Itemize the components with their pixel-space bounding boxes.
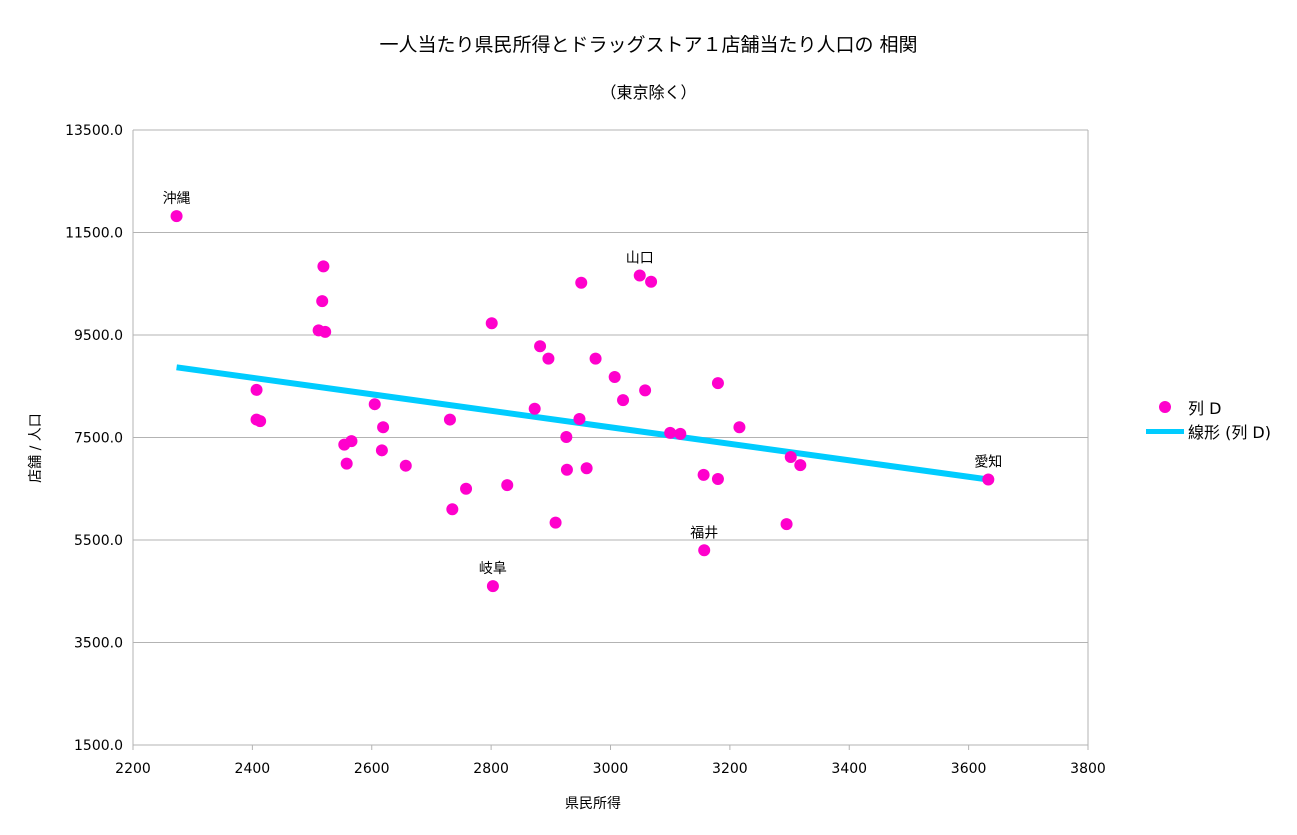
data-point[interactable] [664, 426, 677, 439]
data-point[interactable] [377, 421, 390, 434]
data-point[interactable] [697, 468, 710, 481]
data-point[interactable] [589, 352, 602, 365]
x-tick-labels: 2200 2400 2600 2800 3000 3200 3400 3600 3800 [115, 761, 1106, 777]
data-point[interactable] [399, 459, 412, 472]
data-point[interactable] [528, 402, 541, 415]
x-tick-label: 2200 [115, 761, 151, 777]
data-point[interactable] [560, 463, 573, 476]
legend: 列 D 線形 (列 D) [1143, 395, 1271, 443]
x-tick-label: 3000 [593, 761, 629, 777]
data-point[interactable] [542, 352, 555, 365]
data-point[interactable] [560, 430, 573, 443]
data-point[interactable] [170, 210, 183, 223]
data-point[interactable] [617, 394, 630, 407]
x-tick-label: 3600 [951, 761, 987, 777]
data-point[interactable] [608, 371, 621, 384]
data-point-label: 愛知 [974, 454, 1002, 471]
data-point[interactable] [340, 457, 353, 470]
data-point[interactable] [250, 383, 263, 396]
legend-item-trend[interactable]: 線形 (列 D) [1143, 419, 1271, 443]
x-tick-label: 2600 [354, 761, 390, 777]
x-tick-label: 3200 [712, 761, 748, 777]
data-point[interactable] [254, 415, 267, 428]
data-points [170, 210, 995, 593]
data-point[interactable] [794, 459, 807, 472]
x-tick-label: 2400 [235, 761, 271, 777]
x-tick-label: 3400 [831, 761, 867, 777]
grid-lines [133, 129, 1088, 746]
data-point[interactable] [711, 377, 724, 390]
data-point[interactable] [317, 260, 330, 273]
y-tick-label: 9500.0 [74, 328, 123, 344]
data-point-label: 山口 [626, 251, 654, 267]
data-point[interactable] [982, 473, 995, 486]
y-tick-label: 5500.0 [74, 533, 123, 549]
legend-label-points: 列 D [1188, 399, 1222, 418]
data-point[interactable] [573, 413, 586, 426]
data-point[interactable] [580, 462, 593, 475]
x-tick-label: 3800 [1070, 761, 1106, 777]
legend-label-trend: 線形 (列 D) [1188, 423, 1271, 442]
legend-line-icon [1146, 428, 1184, 434]
data-point[interactable] [446, 503, 459, 516]
data-point[interactable] [639, 384, 652, 397]
data-point[interactable] [375, 444, 388, 457]
data-point[interactable] [784, 450, 797, 463]
legend-item-points[interactable]: 列 D [1143, 395, 1271, 419]
data-point-label: 沖縄 [163, 191, 191, 207]
data-point[interactable] [711, 473, 724, 486]
data-point[interactable] [575, 276, 588, 289]
data-point[interactable] [645, 275, 658, 288]
data-point[interactable] [368, 398, 381, 411]
data-point[interactable] [486, 580, 499, 593]
legend-dot-icon [1159, 401, 1171, 413]
y-tick-label: 3500.0 [74, 636, 123, 652]
data-point-label: 福井 [690, 525, 718, 541]
data-point[interactable] [316, 295, 329, 308]
y-tick-label: 13500.0 [65, 123, 123, 139]
data-point[interactable] [534, 340, 547, 353]
plot-frame [132, 130, 1089, 750]
data-point[interactable] [549, 516, 562, 529]
data-point[interactable] [733, 421, 746, 434]
y-tick-label: 11500.0 [65, 226, 123, 242]
data-point[interactable] [319, 325, 332, 338]
y-tick-labels: 1500.0 3500.0 5500.0 7500.0 9500.0 11500.0 135… [65, 123, 123, 754]
data-point[interactable] [674, 427, 687, 440]
data-point[interactable] [698, 544, 711, 557]
data-point[interactable] [460, 482, 473, 495]
data-point-label: 岐阜 [479, 560, 507, 577]
chart-subtitle: （東京除く） [600, 83, 697, 102]
y-tick-label: 7500.0 [74, 431, 123, 447]
data-point[interactable] [485, 317, 498, 330]
chart-title: 一人当たり県民所得とドラッグストア１店舗当たり人口の 相関 [379, 34, 918, 56]
y-axis-label: 店舗 / 人口 [28, 413, 44, 483]
data-point[interactable] [633, 269, 646, 282]
y-tick-label: 1500.0 [74, 738, 123, 754]
data-point[interactable] [443, 413, 456, 426]
data-point[interactable] [345, 435, 358, 448]
data-point[interactable] [501, 479, 514, 492]
data-point[interactable] [780, 518, 793, 531]
x-axis-label: 県民所得 [565, 795, 621, 812]
x-tick-label: 2800 [473, 761, 509, 777]
